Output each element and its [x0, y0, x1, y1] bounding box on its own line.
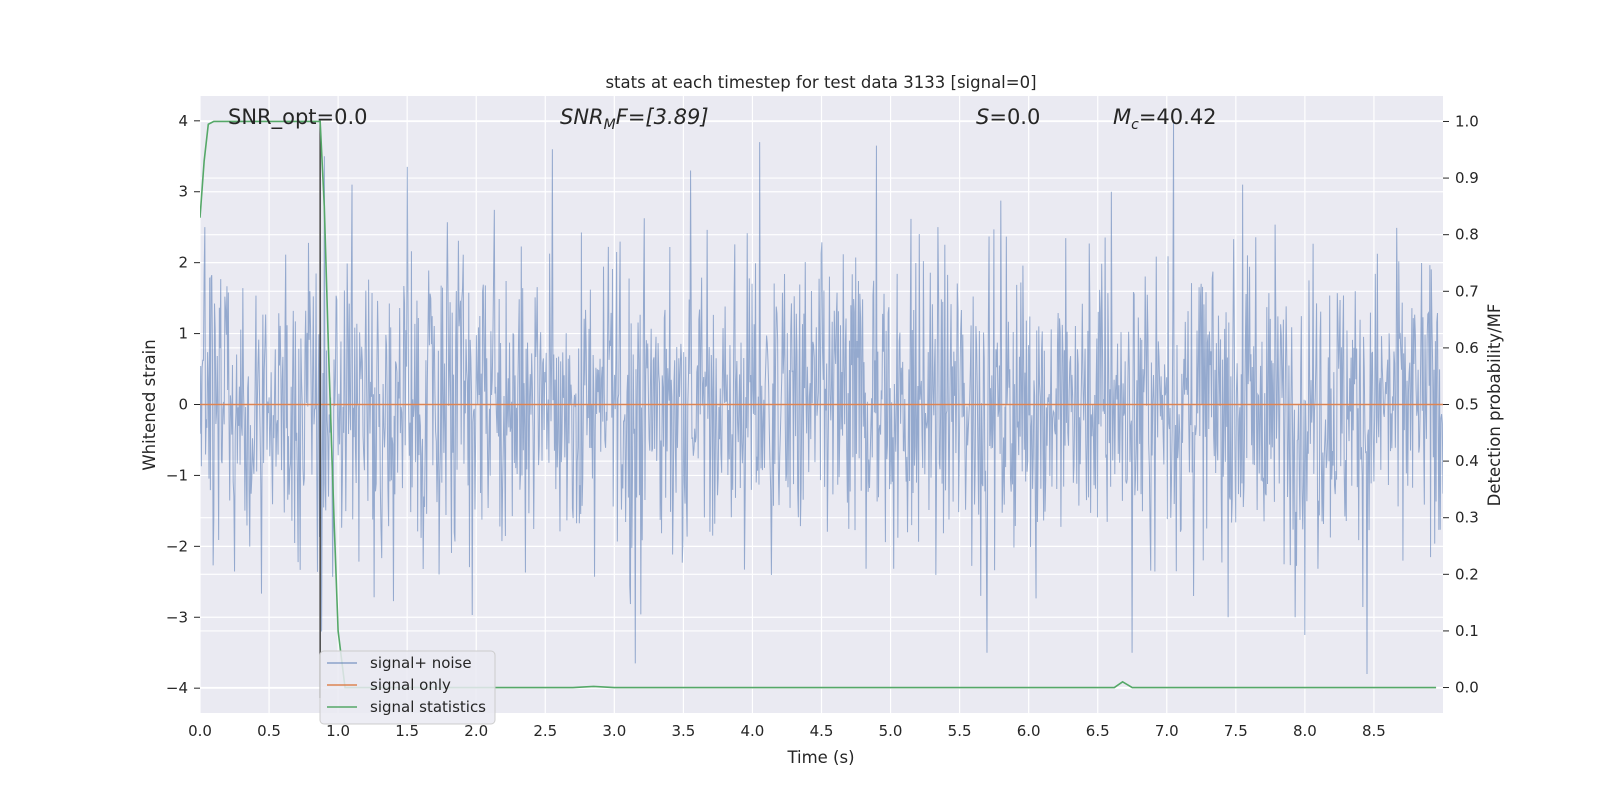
- x-axis-ticks: 0.0 0.5 1.0 1.5 2.0 2.5 3.0 3.5 4.0 4.5 5.0 5.5 6.0 6…: [188, 722, 1386, 740]
- x-tick-label: 1.5: [395, 722, 419, 740]
- x-tick-label: 3.5: [671, 722, 695, 740]
- y-right-tick-label: 0.0: [1455, 679, 1479, 697]
- y-left-tick-label: 0: [178, 396, 188, 414]
- y-right-tick-label: 0.3: [1455, 509, 1479, 527]
- y-left-tick-label: −4: [166, 679, 188, 697]
- legend-label-signal-only: signal only: [370, 676, 451, 694]
- x-tick-label: 4.0: [741, 722, 765, 740]
- x-tick-label: 7.5: [1224, 722, 1248, 740]
- y-left-tick-label: −2: [166, 537, 188, 555]
- x-tick-label: 5.5: [948, 722, 972, 740]
- x-tick-label: 5.0: [879, 722, 903, 740]
- legend-box: [319, 650, 496, 725]
- y-right-tick-label: 0.8: [1455, 226, 1479, 244]
- annotation-snr-opt: SNR_opt=0.0: [228, 105, 368, 130]
- legend-label-signal-noise: signal+ noise: [370, 654, 472, 672]
- annotation-mc: Mc=40.42: [1113, 105, 1217, 133]
- y-left-tick-label: −1: [166, 466, 188, 484]
- x-tick-label: 7.0: [1155, 722, 1179, 740]
- y-right-tick-label: 0.1: [1455, 622, 1479, 640]
- y-right-axis-ticks: 1.0 0.9 0.8 0.7 0.6 0.5 0.4 0.3 0.2 0.1 0.0: [1443, 112, 1479, 697]
- y-right-axis-label: Detection probability/MF: [1485, 304, 1504, 507]
- x-tick-label: 2.5: [533, 722, 557, 740]
- y-left-tick-label: 2: [178, 254, 188, 272]
- x-tick-label: 2.0: [464, 722, 488, 740]
- x-tick-label: 6.0: [1017, 722, 1041, 740]
- y-left-axis-label: Whitened strain: [140, 339, 159, 470]
- y-left-axis-ticks: 4 3 2 1 0 −1 −2 −3 −4: [166, 112, 200, 697]
- signal-statistics-line: [200, 120, 1437, 689]
- x-tick-label: 4.5: [810, 722, 834, 740]
- x-tick-label: 1.0: [326, 722, 350, 740]
- plot-area: [200, 120, 1443, 698]
- y-left-tick-label: 3: [178, 183, 188, 201]
- x-tick-label: 0.0: [188, 722, 212, 740]
- y-right-tick-label: 0.2: [1455, 565, 1479, 583]
- x-tick-label: 8.5: [1362, 722, 1386, 740]
- y-right-tick-label: 0.6: [1455, 339, 1479, 357]
- y-right-tick-label: 1.0: [1455, 112, 1479, 130]
- x-tick-label: 3.0: [602, 722, 626, 740]
- x-tick-label: 8.0: [1293, 722, 1317, 740]
- y-right-tick-label: 0.4: [1455, 452, 1479, 470]
- chart-title: stats at each timestep for test data 313…: [605, 73, 1036, 92]
- x-axis-label: Time (s): [786, 748, 854, 767]
- y-right-tick-label: 0.9: [1455, 169, 1479, 187]
- y-right-tick-label: 0.7: [1455, 282, 1479, 300]
- legend-label-signal-statistics: signal statistics: [370, 698, 486, 716]
- legend: signal+ noise signal only signal statist…: [319, 650, 496, 725]
- y-left-tick-label: 1: [178, 325, 188, 343]
- x-tick-label: 0.5: [257, 722, 281, 740]
- y-left-tick-label: 4: [178, 112, 188, 130]
- y-right-tick-label: 0.5: [1455, 396, 1479, 414]
- annotation-s: S=0.0: [976, 105, 1040, 129]
- series-signal-noise: [200, 120, 1443, 674]
- series-signal-statistics: [200, 120, 1437, 689]
- x-tick-label: 6.5: [1086, 722, 1110, 740]
- y-left-tick-label: −3: [166, 608, 188, 626]
- signal-noise-line: [200, 120, 1443, 674]
- annotation-snr-mf: SNRMF=[3.89]: [560, 105, 709, 133]
